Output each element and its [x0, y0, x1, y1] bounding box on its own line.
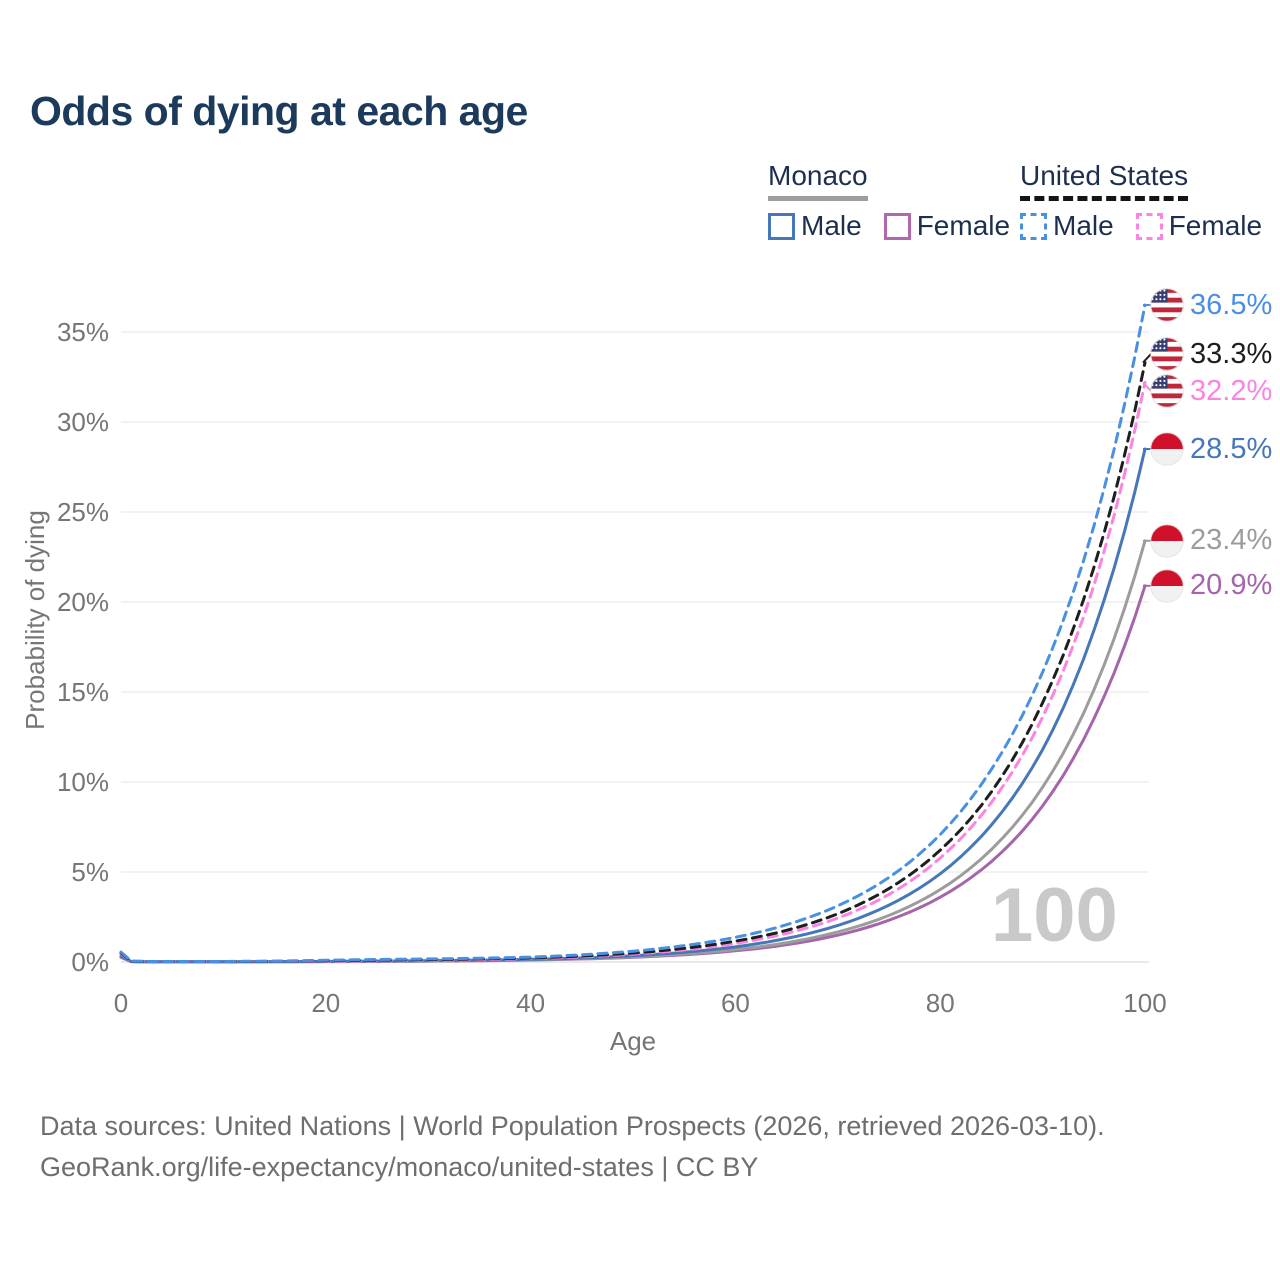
y-axis-title: Probability of dying: [20, 510, 50, 730]
line-united-states-female[interactable]: [119, 380, 1147, 964]
legend-us-male-label: Male: [1053, 210, 1114, 241]
y-tick-label: 20%: [57, 587, 109, 617]
legend-monaco-male-label: Male: [801, 210, 862, 241]
line-monaco-male[interactable]: [119, 447, 1147, 964]
chart-canvas[interactable]: 0% 5% 10% 15% 20% 25% 30% 35% 0 20 40 60 80 100 Age Pro…: [0, 0, 1280, 1090]
hovered-age-watermark: 100: [991, 873, 1118, 958]
y-tick-label: 0%: [71, 947, 109, 977]
x-tick-label: 60: [721, 988, 750, 1018]
y-tick-label: 25%: [57, 497, 109, 527]
source-text: Data sources: United Nations | World Pop…: [40, 1106, 1190, 1188]
line-monaco-both-sexes[interactable]: [119, 539, 1147, 964]
legend-monaco-female-label: Female: [916, 210, 1011, 241]
legend-item-monaco-female[interactable]: Female: [883, 210, 1011, 242]
x-tick-label: 80: [926, 988, 955, 1018]
legend-group-united-states: United States Male Female: [1020, 160, 1262, 242]
legend-item-us-female[interactable]: Female: [1135, 210, 1263, 242]
legend-item-us-male[interactable]: Male: [1020, 210, 1114, 242]
page-title: Odds of dying at each age: [30, 88, 528, 134]
legend-item-monaco-male[interactable]: Male: [768, 210, 862, 242]
y-tick-label: 35%: [57, 317, 109, 347]
line-united-states-male[interactable]: [119, 303, 1147, 963]
x-tick-label: 40: [516, 988, 545, 1018]
legend-monaco-title: Monaco: [768, 160, 868, 201]
legend-us-title: United States: [1020, 160, 1189, 201]
x-tick-label: 0: [114, 988, 128, 1018]
source-line-2: GeoRank.org/life-expectancy/monaco/unite…: [40, 1152, 759, 1182]
leader-line: [1142, 353, 1158, 364]
line-monaco-female[interactable]: [119, 584, 1147, 964]
monaco-female-swatch-icon: [883, 212, 911, 240]
monaco-male-swatch-icon: [768, 212, 795, 240]
x-axis-title: Age: [610, 1026, 656, 1056]
y-tick-label: 30%: [57, 407, 109, 437]
us-male-swatch-icon: [1020, 212, 1047, 240]
x-tick-label: 20: [311, 988, 340, 1018]
legend-group-monaco: Monaco Male Female: [768, 160, 1010, 242]
y-tick-label: 5%: [71, 857, 109, 887]
x-tick-label: 100: [1123, 988, 1166, 1018]
us-female-swatch-icon: [1135, 212, 1163, 240]
legend-us-female-label: Female: [1168, 210, 1263, 241]
source-line-1: Data sources: United Nations | World Pop…: [40, 1111, 1105, 1141]
y-tick-label: 15%: [57, 677, 109, 707]
y-tick-label: 10%: [57, 767, 109, 797]
